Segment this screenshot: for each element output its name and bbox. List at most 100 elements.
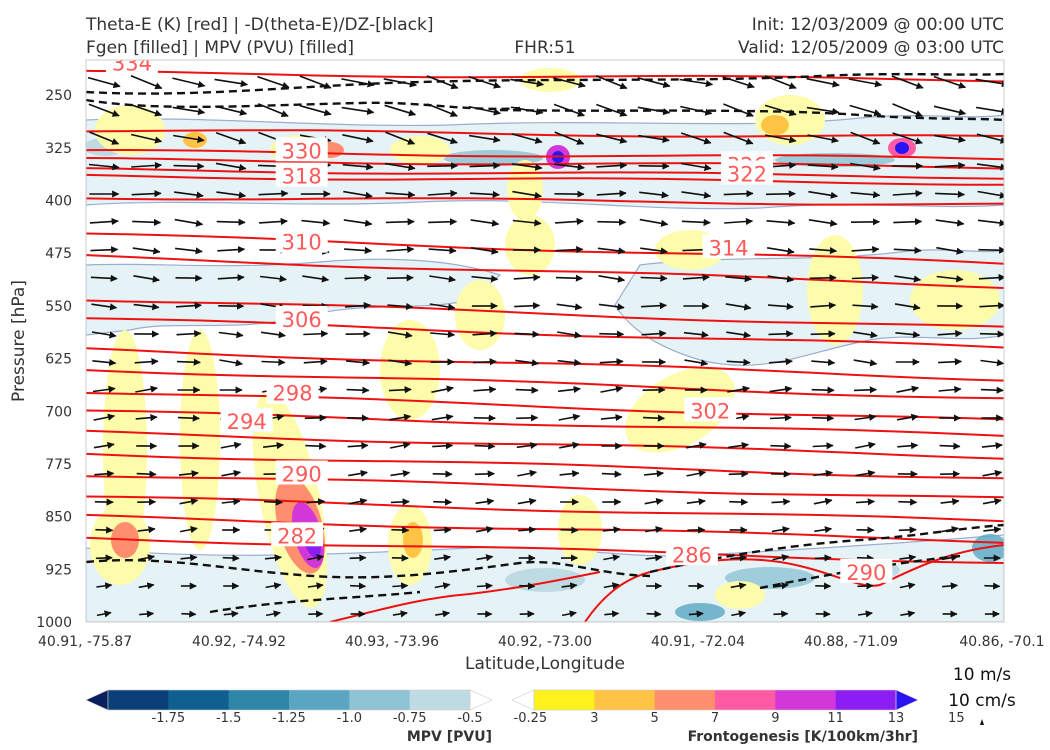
dashed-contour — [649, 523, 1004, 574]
mpv-colorbar-title: MPV [PVU] — [407, 729, 492, 745]
wind-vector — [346, 358, 371, 367]
wind-vector — [892, 103, 923, 117]
wind-vector — [898, 526, 917, 534]
wind-vector — [514, 302, 541, 310]
wind-vector — [348, 497, 368, 506]
wind-vector — [938, 385, 962, 394]
wind-vector — [302, 275, 330, 283]
wind-vector — [850, 191, 881, 199]
theta-e-contour — [86, 148, 1004, 161]
theta-e-label-bg — [720, 160, 773, 185]
wind-vector — [95, 526, 114, 534]
wind-vector — [935, 219, 965, 227]
wind-vector — [895, 330, 921, 339]
theta-e-contour — [86, 157, 1004, 170]
wind-vector — [857, 582, 874, 590]
theta-e-contours — [86, 69, 1004, 622]
wind-vector — [897, 442, 919, 450]
wind-vector — [92, 358, 117, 367]
wind-vector — [261, 358, 286, 366]
theta-e-label: 306 — [282, 308, 322, 332]
wind-vector — [299, 104, 332, 117]
wind-vector — [137, 526, 156, 534]
theta-e-label-bg — [275, 228, 328, 253]
wind-vector — [511, 163, 543, 171]
wind-vector — [130, 74, 163, 90]
wind-vector — [217, 274, 245, 282]
wind-vector — [91, 331, 117, 339]
wind-vector — [475, 526, 494, 534]
wind-vector — [558, 385, 581, 394]
wind-vector — [430, 330, 456, 339]
wind-vector — [392, 582, 409, 590]
wind-vector — [603, 554, 621, 562]
wind-vector — [809, 274, 837, 282]
wind-vector — [342, 134, 374, 144]
wind-vector — [512, 219, 542, 227]
wind-vector — [688, 610, 704, 618]
fgen-patch — [455, 280, 505, 350]
y-axis-ticks: 250 325 400 475 550 625 700 775 850 925 1000 — [36, 88, 72, 631]
wind-vector — [939, 442, 961, 450]
wind-vector — [215, 132, 247, 145]
wind-vector — [855, 498, 876, 506]
wind-vector — [345, 301, 372, 310]
wind-vector — [772, 582, 789, 590]
wind-vector — [172, 106, 206, 116]
wind-vector — [557, 331, 582, 339]
wind-vector — [390, 498, 410, 506]
wind-vector — [597, 218, 627, 226]
colorbar-frame — [533, 689, 897, 711]
theta-e-contour — [86, 369, 1004, 400]
y-tick-label: 700 — [45, 404, 72, 420]
wind-vector — [88, 163, 120, 171]
wind-vector — [473, 386, 497, 394]
wind-vector — [135, 414, 158, 422]
wind-vector — [426, 75, 459, 90]
wind-vector — [173, 162, 205, 170]
x-axis-ticks: 40.91, -75.87 40.92, -74.92 40.93, -73.96 4… — [38, 634, 1045, 650]
wind-vector — [221, 498, 241, 506]
theta-e-label: 310 — [282, 231, 322, 255]
wind-vector — [470, 247, 499, 255]
theta-e-label-bg — [220, 407, 273, 432]
wind-vector — [178, 470, 199, 478]
wind-vector — [557, 358, 582, 367]
wind-vector — [303, 330, 329, 338]
fgen-colorbar: 3 5 7 9 11 13 15 — [511, 689, 965, 726]
wind-vector — [643, 414, 666, 422]
x-tick-label: 40.86, -70.1 — [959, 634, 1044, 650]
wind-vector — [556, 303, 583, 311]
wind-vector — [854, 413, 877, 421]
wind-vector — [850, 131, 881, 145]
wind-vector — [390, 469, 411, 478]
wind-vector — [133, 275, 160, 283]
wind-vector — [641, 330, 667, 338]
wind-vector — [603, 582, 620, 590]
y-tick-label: 550 — [45, 299, 72, 315]
theta-e-label-bg — [271, 522, 324, 547]
y-tick-label: 325 — [45, 141, 72, 157]
wind-vector — [975, 78, 1004, 88]
wind-vector — [723, 190, 754, 198]
fgen-core — [761, 115, 789, 135]
wind-vector — [468, 76, 501, 89]
wind-vector — [96, 610, 112, 618]
theta-e-label-bg — [275, 162, 328, 187]
wind-vector — [259, 217, 288, 226]
wind-vector — [686, 498, 706, 506]
wind-vector — [899, 582, 916, 590]
colorbar-swatch — [775, 690, 837, 710]
wind-vector — [640, 274, 668, 282]
wind-vector — [730, 554, 748, 562]
wind-vector — [89, 131, 120, 145]
wind-vector — [260, 331, 286, 339]
wind-vector — [811, 386, 835, 394]
theta-e-label: 314 — [709, 236, 749, 260]
vector-key-arrow — [980, 719, 984, 725]
theta-e-label-bg — [275, 305, 328, 330]
wind-vector — [93, 441, 115, 449]
wind-vector — [432, 442, 454, 450]
mpv-blob — [675, 603, 725, 621]
wind-vector — [814, 526, 833, 534]
